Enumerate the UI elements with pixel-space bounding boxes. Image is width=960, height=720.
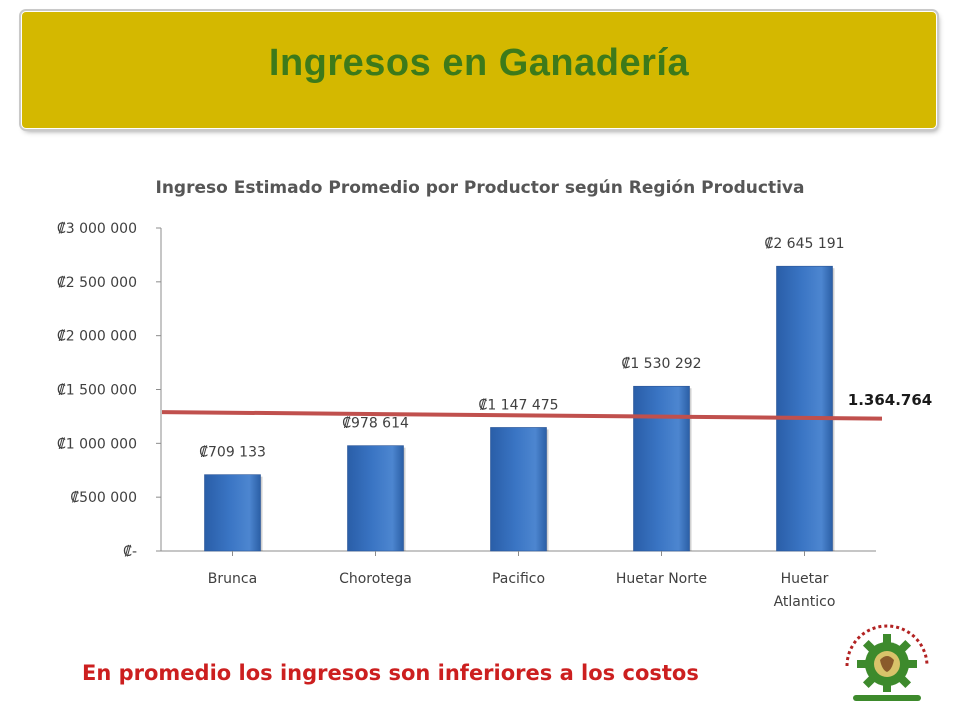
x-tick-label: Chorotega	[339, 571, 412, 587]
bar	[347, 445, 404, 552]
slide-title: Ingresos en Ganadería	[268, 42, 690, 84]
y-tick-label: ₡3 000 000	[57, 221, 137, 237]
x-tick-label: Brunca	[208, 571, 257, 587]
bar	[490, 427, 547, 552]
data-label: ₡1 530 292	[621, 356, 701, 372]
x-tick-label: Atlantico	[774, 594, 836, 610]
data-label: ₡1 147 475	[478, 397, 558, 413]
bar-chart: ₡- ₡500 000 ₡1 000 000 ₡1 500 000 ₡2 000 000…	[57, 221, 932, 610]
x-tick-label: Pacifico	[492, 571, 545, 587]
y-tick-label: ₡500 000	[70, 490, 137, 506]
title-banner: Ingresos en Ganadería	[22, 12, 936, 128]
data-label: ₡978 614	[342, 416, 409, 432]
x-tick-label: Huetar	[781, 571, 829, 587]
average-line	[161, 410, 883, 421]
bar	[776, 265, 833, 552]
average-line-label: 1.364.764	[848, 391, 932, 409]
bar	[633, 385, 690, 552]
y-tick-label: ₡1 500 000	[57, 383, 137, 399]
chart-title: Ingreso Estimado Promedio por Productor …	[155, 178, 805, 198]
y-tick-label: ₡1 000 000	[57, 436, 137, 452]
data-label: ₡709 133	[199, 445, 266, 461]
footer-note: En promedio los ingresos son inferiores …	[82, 661, 699, 685]
x-tick-label: Huetar Norte	[616, 571, 707, 587]
bar	[204, 474, 261, 552]
y-tick-label: ₡2 500 000	[57, 275, 137, 291]
y-tick-label: ₡-	[123, 544, 137, 560]
data-label: ₡2 645 191	[764, 236, 844, 252]
corfoga-logo-icon	[837, 610, 937, 710]
y-tick-label: ₡2 000 000	[57, 329, 137, 345]
